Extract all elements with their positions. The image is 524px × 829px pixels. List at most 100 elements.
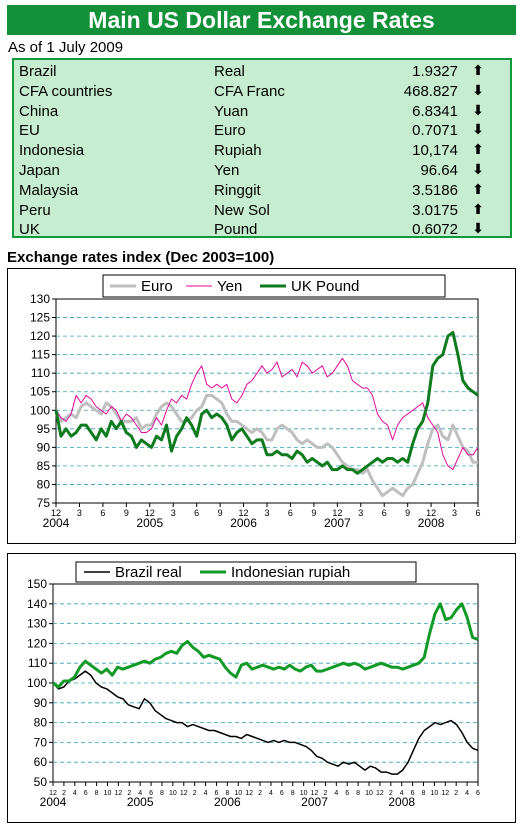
x-tick-label: 6	[100, 508, 105, 518]
arrow-down-icon: ⬇	[472, 101, 484, 118]
x-tick-label: 12	[239, 508, 249, 518]
legend-label: UK Pound	[291, 278, 359, 295]
y-tick-label: 115	[31, 348, 50, 362]
arrow-up-icon: ⬆	[472, 200, 484, 217]
chart-1-svg: 75 80 85 90 95 100 105 110 115 120 125 130 12 3 6 9 12 3 6…	[30, 274, 481, 530]
x-tick-label: 6	[288, 508, 293, 518]
x-tick-label: 9	[405, 508, 410, 518]
y-tick-label: 100	[30, 403, 50, 417]
x-tick-label: 9	[311, 508, 316, 518]
x-tick-label: 12	[114, 790, 122, 797]
x-tick-label: 2	[389, 790, 393, 797]
country-name: CFA countries	[19, 82, 113, 100]
x-tick-label: 10	[234, 790, 242, 797]
legend-label: Indonesian rupiah	[231, 564, 350, 581]
x-tick-label: 8	[95, 790, 99, 797]
country-name: Brazil	[19, 63, 57, 80]
x-tick-label: 6	[215, 790, 219, 797]
country-name: Indonesia	[19, 142, 85, 160]
x-tick-label: 8	[160, 790, 164, 797]
currency-name: Real	[214, 63, 245, 80]
x-tick-label: 10	[300, 790, 308, 797]
x-tick-label: 12	[332, 508, 342, 518]
x-tick-label: 6	[194, 508, 199, 518]
x-year-label: 2004	[43, 516, 70, 530]
x-tick-label: 4	[400, 790, 404, 797]
arrow-up-icon: ⬆	[472, 141, 484, 158]
currency-name: New Sol	[214, 201, 270, 219]
y-tick-label: 130	[27, 617, 47, 631]
x-tick-label: 6	[475, 508, 480, 518]
x-tick-label: 6	[382, 508, 387, 518]
arrow-down-icon: ⬇	[472, 220, 484, 237]
rate-value: 0.7071	[412, 122, 458, 140]
as-of-date: As of 1 July 2009	[8, 39, 124, 56]
x-tick-label: 10	[104, 790, 112, 797]
y-tick-label: 90	[37, 440, 51, 454]
rate-row: Indonesia Rupiah 10,174 ⬆	[14, 141, 510, 161]
x-tick-label: 4	[269, 790, 273, 797]
rate-value: 3.0175	[412, 201, 458, 219]
x-tick-label: 3	[77, 508, 82, 518]
x-tick-label: 3	[452, 508, 457, 518]
currency-name: Ringgit	[214, 181, 261, 199]
series-line	[55, 357, 479, 471]
currency-name: Euro	[214, 122, 246, 140]
arrow-up-icon: ⬆	[472, 180, 484, 197]
arrow-down-icon: ⬇	[472, 121, 484, 138]
section-heading: Exchange rates index (Dec 2003=100)	[7, 249, 275, 266]
x-tick-label: 12	[51, 508, 61, 518]
currency-name: Yuan	[214, 102, 249, 120]
x-tick-label: 10	[365, 790, 373, 797]
arrow-down-icon: ⬇	[472, 161, 484, 177]
rate-row: Peru New Sol 3.0175 ⬆	[14, 201, 510, 221]
rate-row: UK Pound 0.6072 ⬇	[14, 220, 510, 240]
y-tick-label: 50	[34, 775, 48, 789]
x-tick-label: 4	[138, 790, 142, 797]
country-name: Japan	[19, 162, 60, 179]
x-year-label: 2004	[40, 795, 67, 809]
exchange-index-chart-1: 75 80 85 90 95 100 105 110 115 120 125 130 12 3 6 9 12 3 6…	[7, 268, 516, 544]
series-line	[54, 393, 478, 498]
exchange-index-chart-2: 50 60 70 80 90 100 110 120 130 140 150 12 2 4 6 8 10 12 2 4…	[7, 553, 516, 823]
y-tick-label: 70	[34, 735, 48, 749]
x-tick-label: 2	[454, 790, 458, 797]
x-tick-label: 2	[62, 790, 66, 797]
y-tick-label: 85	[37, 459, 51, 473]
y-tick-label: 90	[34, 696, 48, 710]
rate-value: 96.64	[420, 162, 458, 179]
rate-value: 0.6072	[412, 221, 458, 239]
x-year-label: 2006	[230, 516, 257, 530]
x-tick-label: 12	[180, 790, 188, 797]
legend-label: Yen	[217, 278, 242, 295]
x-tick-label: 4	[204, 790, 208, 797]
y-tick-label: 125	[30, 311, 50, 325]
arrow-up-icon: ⬆	[472, 62, 484, 78]
y-tick-label: 60	[34, 755, 48, 769]
x-tick-label: 6	[411, 790, 415, 797]
legend-label: Brazil real	[115, 564, 182, 581]
currency-name: Rupiah	[214, 142, 262, 160]
y-tick-label: 80	[37, 477, 51, 491]
y-tick-label: 140	[27, 597, 47, 611]
rate-row: CFA countries CFA Franc 468.827 ⬇	[14, 82, 510, 102]
x-tick-label: 6	[280, 790, 284, 797]
legend-box	[75, 561, 417, 583]
arrow-down-icon: ⬇	[472, 81, 484, 98]
rate-value: 6.8341	[412, 102, 458, 120]
x-year-label: 2006	[214, 795, 241, 809]
x-tick-label: 4	[334, 790, 338, 797]
x-year-label: 2005	[136, 516, 163, 530]
plot-area	[55, 298, 479, 504]
x-tick-label: 9	[124, 508, 129, 518]
y-tick-label: 120	[30, 329, 50, 343]
rate-row: Malaysia Ringgit 3.5186 ⬆	[14, 181, 510, 201]
y-tick-label: 80	[34, 716, 48, 730]
rates-table: Brazil Real 1.9327 ⬆ CFA countries CFA Franc 4…	[12, 58, 512, 238]
x-tick-label: 9	[218, 508, 223, 518]
series-line	[54, 330, 479, 475]
x-tick-label: 8	[291, 790, 295, 797]
x-tick-label: 3	[264, 508, 269, 518]
rate-row: Brazil Real 1.9327 ⬆	[14, 62, 510, 82]
x-year-label: 2007	[301, 795, 328, 809]
